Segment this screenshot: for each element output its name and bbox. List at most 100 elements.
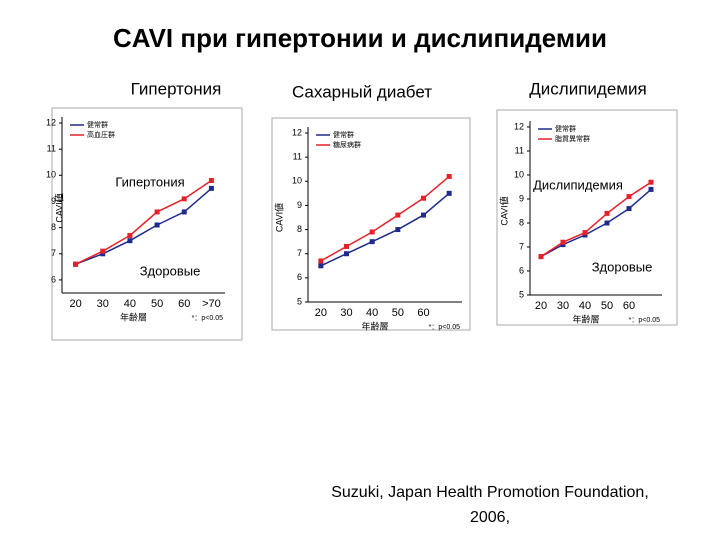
chart-heading: Дислипидемия [529,79,646,98]
y-tick-label: 11 [515,145,524,155]
legend-label: 高血圧群 [87,130,115,139]
series-line [75,187,212,265]
y-tick-label: 12 [46,117,56,127]
data-point [446,173,452,179]
x-tick-label: 20 [315,307,327,319]
y-tick-label: 5 [519,289,524,299]
data-point [369,229,375,235]
data-point [318,263,324,269]
data-point [73,261,79,267]
legend-label: 糖尿病群 [333,140,361,149]
data-point [127,232,133,238]
y-tick-label: 11 [293,152,302,162]
data-point [626,206,632,212]
series-line [540,188,652,258]
y-tick-label: 11 [47,144,56,154]
legend-label: 健常群 [555,124,576,133]
data-point [344,251,349,257]
data-point [395,227,401,233]
data-point [626,194,632,200]
y-tick-label: 12 [292,127,302,137]
x-tick-label: 60 [417,307,429,319]
x-axis-label: 年齢層 [120,311,147,322]
chart-frame [271,117,471,331]
data-point [208,185,214,191]
y-tick-label: 7 [297,248,302,258]
y-tick-label: 7 [519,241,524,251]
series-line [75,179,212,265]
data-point [395,212,401,218]
y-tick-label: 9 [51,196,56,206]
data-point [421,212,426,218]
data-point [560,239,566,245]
data-point [582,230,588,236]
x-tick-label: 30 [97,298,109,310]
overlay-label: Гипертония [115,174,184,189]
data-point [648,186,654,192]
x-tick-label: 50 [601,300,613,312]
x-axis-label: 年齢層 [572,313,599,324]
series-line [320,192,450,267]
y-tick-label: 10 [46,170,56,180]
y-tick-label: 6 [51,274,56,284]
x-tick-label: 40 [579,300,591,312]
data-point [100,248,106,254]
legend-label: 健常群 [87,120,108,129]
x-tick-label: 20 [535,300,547,312]
x-tick-label: 40 [124,298,136,310]
y-axis-label: CAVI値 [498,196,509,225]
y-tick-label: 12 [514,121,524,131]
y-tick-label: 10 [292,176,302,186]
chart-frame [496,109,678,326]
y-tick-label: 8 [51,222,56,232]
data-point [446,190,452,196]
y-axis-label: CAVI値 [53,193,64,222]
chart-heading: Гипертония [131,79,222,98]
y-tick-label: 5 [297,296,302,306]
x-tick-label: 30 [557,300,569,312]
data-point [181,209,187,215]
y-tick-label: 8 [297,224,302,234]
x-tick-label: 60 [623,300,635,312]
citation: 2006, [470,509,510,526]
legend-label: 脂質異常群 [555,134,590,143]
y-tick-label: 9 [297,200,302,210]
data-point [648,179,654,185]
citation: Suzuki, Japan Health Promotion Foundatio… [331,484,649,501]
chart-heading: Сахарный диабет [292,82,432,101]
x-tick-label: 50 [151,298,163,310]
y-axis-label: CAVI値 [273,203,284,232]
data-point [604,210,610,216]
legend-label: 健常群 [333,130,354,139]
x-tick-label: >70 [202,298,221,310]
data-point [538,254,544,260]
data-point [604,220,610,226]
note: *：p<0.05 [629,317,660,324]
note: *：p<0.05 [429,324,460,331]
x-tick-label: 30 [340,307,352,319]
data-point [369,239,375,245]
data-point [181,196,187,202]
data-point [154,209,160,215]
y-tick-label: 8 [519,217,524,227]
data-point [344,243,349,249]
data-point [154,222,160,228]
data-point [318,258,324,264]
y-tick-label: 7 [51,248,56,258]
slide-title: CAVI при гипертонии и дислипидемии [113,23,607,53]
note: *：p<0.05 [192,315,223,322]
x-tick-label: 50 [392,307,404,319]
y-tick-label: 9 [519,193,524,203]
data-point [421,195,426,201]
series-line [320,175,450,262]
data-point [100,251,106,257]
overlay-label: Дислипидемия [533,177,623,192]
overlay-label: Здоровые [140,263,201,278]
x-tick-label: 40 [366,307,378,319]
y-tick-label: 6 [297,272,302,282]
y-tick-label: 10 [514,169,524,179]
x-axis-label: 年齢層 [361,320,388,331]
series-line [540,181,652,258]
data-point [208,178,214,184]
overlay-label: Здоровые [592,259,653,274]
